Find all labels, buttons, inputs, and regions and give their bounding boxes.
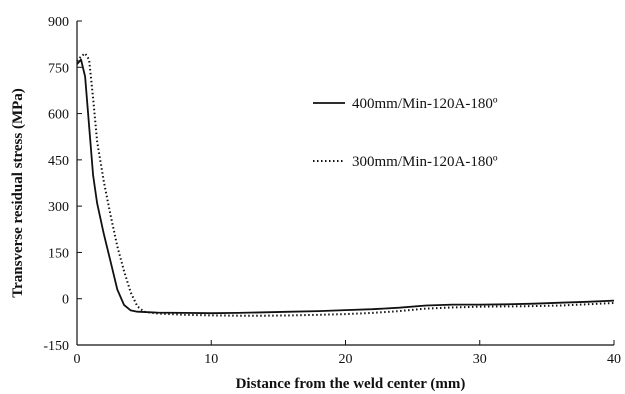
y-tick-label: 600 — [48, 108, 69, 123]
series-layer — [76, 52, 615, 317]
y-tick-label: 150 — [48, 246, 69, 261]
y-tick-label: 750 — [48, 61, 69, 76]
series-line-solid — [76, 58, 615, 315]
y-axis-title: Transverse residual stress (MPa) — [10, 88, 26, 298]
x-axis-title: Distance from the weld center (mm) — [236, 376, 466, 392]
series-line-dotted — [76, 52, 615, 317]
x-tick-label: 0 — [74, 352, 81, 367]
x-tick-label: 40 — [607, 352, 621, 367]
legend: 400mm/Min-120A-180º 300mm/Min-120A-180º — [313, 96, 498, 170]
plot-area — [76, 21, 614, 346]
x-axis-ticks: 0 10 20 30 40 — [74, 340, 621, 367]
x-tick-label: 30 — [473, 352, 487, 367]
legend-label-dotted: 300mm/Min-120A-180º — [352, 154, 498, 170]
x-tick-label: 10 — [204, 352, 218, 367]
legend-label-solid: 400mm/Min-120A-180º — [352, 96, 498, 112]
y-tick-label: 450 — [48, 154, 69, 169]
y-tick-label: 900 — [48, 15, 69, 30]
y-tick-label: 0 — [62, 293, 69, 308]
y-axis-ticks: -150 0 150 300 450 600 750 900 — [43, 15, 82, 354]
y-tick-label: -150 — [43, 339, 69, 354]
y-tick-label: 300 — [48, 200, 69, 215]
x-tick-label: 20 — [339, 352, 353, 367]
